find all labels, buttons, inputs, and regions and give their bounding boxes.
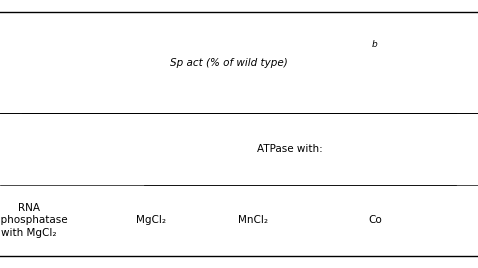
Text: MnCl₂: MnCl₂ — [238, 215, 268, 225]
Text: RNA
triphosphatase
with MgCl₂: RNA triphosphatase with MgCl₂ — [0, 203, 68, 237]
Text: MgCl₂: MgCl₂ — [136, 215, 166, 225]
Text: ATPase with:: ATPase with: — [257, 144, 323, 154]
Text: Co: Co — [368, 215, 381, 225]
Text: b: b — [371, 40, 377, 49]
Text: Sp act (% of wild type): Sp act (% of wild type) — [170, 58, 288, 68]
